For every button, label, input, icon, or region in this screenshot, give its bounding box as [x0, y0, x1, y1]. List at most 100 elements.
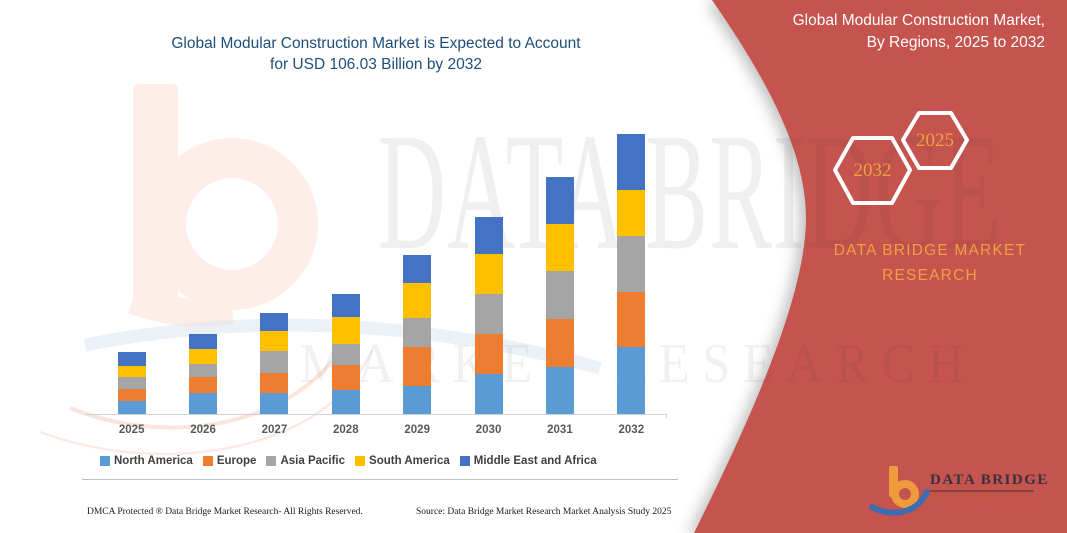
bar-segment-europe-2029 [403, 347, 432, 386]
bar-segment-europe-2026 [189, 377, 218, 393]
bar-segment-asia-pacific-2029 [403, 318, 432, 347]
legend-swatch-asia-pacific [266, 456, 277, 466]
chart-title-line2: for USD 106.03 Billion by 2032 [270, 56, 482, 73]
bar-segment-north-america-2029 [403, 386, 432, 414]
bar-segment-north-america-2028 [331, 390, 360, 414]
bar-column-2025 [96, 120, 167, 414]
bar-segment-middle-east-and-africa-2032 [617, 134, 646, 190]
bar-segment-asia-pacific-2026 [189, 364, 218, 377]
bar-stack-2028 [331, 294, 360, 414]
legend-item-europe: Europe [202, 455, 257, 467]
bar-segment-europe-2030 [474, 334, 503, 374]
footer-source: Source: Data Bridge Market Research Mark… [416, 507, 672, 517]
legend-swatch-north-america [100, 456, 110, 466]
bar-stack-2031 [545, 177, 574, 414]
bar-segment-middle-east-and-africa-2028 [331, 294, 360, 317]
bar-segment-south-america-2029 [403, 283, 432, 318]
x-axis-end-tick [666, 414, 667, 418]
legend-item-south-america: South America [355, 455, 450, 467]
x-axis-label-2025: 2025 [118, 424, 145, 436]
logo-subtitle: MARKET RESEARCH [930, 493, 1042, 501]
bar-column-2032 [596, 120, 667, 414]
chart-title-line1: Global Modular Construction Market is Ex… [171, 35, 581, 52]
legend-label-middle-east-and-africa: Middle East and Africa [473, 455, 597, 467]
brand-line1: DATA BRIDGE MARKET [833, 242, 1027, 259]
bar-segment-middle-east-and-africa-2025 [117, 352, 146, 366]
bar-segment-north-america-2025 [117, 401, 146, 414]
bar-segment-europe-2032 [617, 292, 646, 347]
chart-title: Global Modular Construction Market is Ex… [85, 33, 667, 75]
bar-segment-south-america-2031 [545, 224, 574, 271]
data-bridge-logo: DATA BRIDGE MARKET RESEARCH [930, 472, 1049, 501]
bar-segment-south-america-2025 [117, 366, 146, 377]
bar-segment-south-america-2030 [474, 254, 503, 294]
x-axis-label-2031: 2031 [547, 424, 573, 436]
panel-title-line2: By Regions, 2025 to 2032 [866, 34, 1045, 51]
brand-line2: RESEARCH [882, 267, 978, 284]
bar-stack-2029 [403, 255, 432, 414]
x-axis-label-2029: 2029 [404, 424, 430, 436]
bar-stack-2025 [117, 352, 146, 414]
bar-segment-asia-pacific-2025 [117, 377, 146, 389]
x-axis-label-2026: 2026 [190, 424, 216, 436]
legend-item-middle-east-and-africa: Middle East and Africa [459, 455, 597, 467]
bar-segment-south-america-2028 [331, 317, 360, 344]
bar-column-2029 [382, 120, 453, 414]
x-axis-label-2028: 2028 [333, 424, 359, 436]
bar-stack-2026 [189, 334, 218, 414]
logo-rule [930, 490, 1034, 492]
bar-segment-asia-pacific-2027 [260, 351, 289, 373]
bar-segment-europe-2027 [260, 373, 289, 393]
chart-legend: North America Europe Asia Pacific South Ame… [100, 455, 680, 467]
brand-wordmark: DATA BRIDGE MARKET RESEARCH [780, 238, 1067, 288]
bars [96, 120, 667, 414]
panel-title: Global Modular Construction Market, By R… [730, 10, 1045, 54]
bar-stack-2032 [617, 134, 646, 414]
hexagon-2025-label: 2025 [916, 130, 954, 151]
x-axis-line [85, 414, 667, 415]
legend-label-europe: Europe [216, 455, 257, 467]
bar-segment-north-america-2026 [189, 393, 218, 414]
bar-segment-asia-pacific-2032 [617, 236, 646, 292]
bar-segment-north-america-2032 [617, 347, 646, 414]
bar-column-2028 [310, 120, 381, 414]
bar-segment-europe-2028 [331, 365, 360, 390]
legend-swatch-south-america [355, 456, 366, 466]
footer-copyright: DMCA Protected ® Data Bridge Market Rese… [87, 507, 363, 517]
bar-segment-middle-east-and-africa-2031 [545, 177, 574, 224]
bar-segment-europe-2025 [117, 389, 146, 401]
bar-segment-north-america-2031 [545, 367, 574, 414]
x-axis-label-2027: 2027 [261, 424, 288, 436]
bar-column-2030 [453, 120, 524, 414]
bar-segment-north-america-2030 [474, 374, 503, 414]
x-axis-label-2032: 2032 [618, 424, 645, 436]
bar-stack-2027 [260, 313, 289, 414]
bar-segment-middle-east-and-africa-2027 [260, 313, 289, 331]
bar-segment-asia-pacific-2030 [474, 294, 503, 334]
legend-label-asia-pacific: Asia Pacific [280, 455, 346, 467]
bar-stack-2030 [474, 217, 503, 414]
bar-column-2031 [524, 120, 595, 414]
legend-item-north-america: North America [100, 455, 193, 467]
bar-segment-europe-2031 [545, 319, 574, 367]
legend-swatch-middle-east-and-africa [459, 456, 470, 466]
logo-name: DATA BRIDGE [930, 472, 1049, 488]
x-axis-label-2030: 2030 [475, 424, 502, 436]
bar-segment-south-america-2026 [189, 349, 218, 364]
panel-title-line1: Global Modular Construction Market, [792, 12, 1045, 29]
bar-column-2026 [167, 120, 238, 414]
bar-segment-middle-east-and-africa-2026 [189, 334, 218, 349]
data-bridge-logo-icon [869, 466, 930, 516]
x-axis-labels: 2025 2026 2027 2028 2029 2030 2031 2032 [96, 424, 667, 436]
bar-segment-middle-east-and-africa-2030 [474, 217, 503, 254]
bar-segment-south-america-2027 [260, 331, 289, 351]
legend-item-asia-pacific: Asia Pacific [266, 455, 345, 467]
bar-column-2027 [239, 120, 310, 414]
bar-segment-south-america-2032 [617, 190, 646, 236]
bar-segment-north-america-2027 [260, 393, 289, 414]
bar-segment-asia-pacific-2028 [331, 344, 360, 365]
legend-label-south-america: South America [369, 455, 450, 467]
footer-divider [82, 479, 678, 480]
legend-swatch-europe [202, 456, 213, 466]
